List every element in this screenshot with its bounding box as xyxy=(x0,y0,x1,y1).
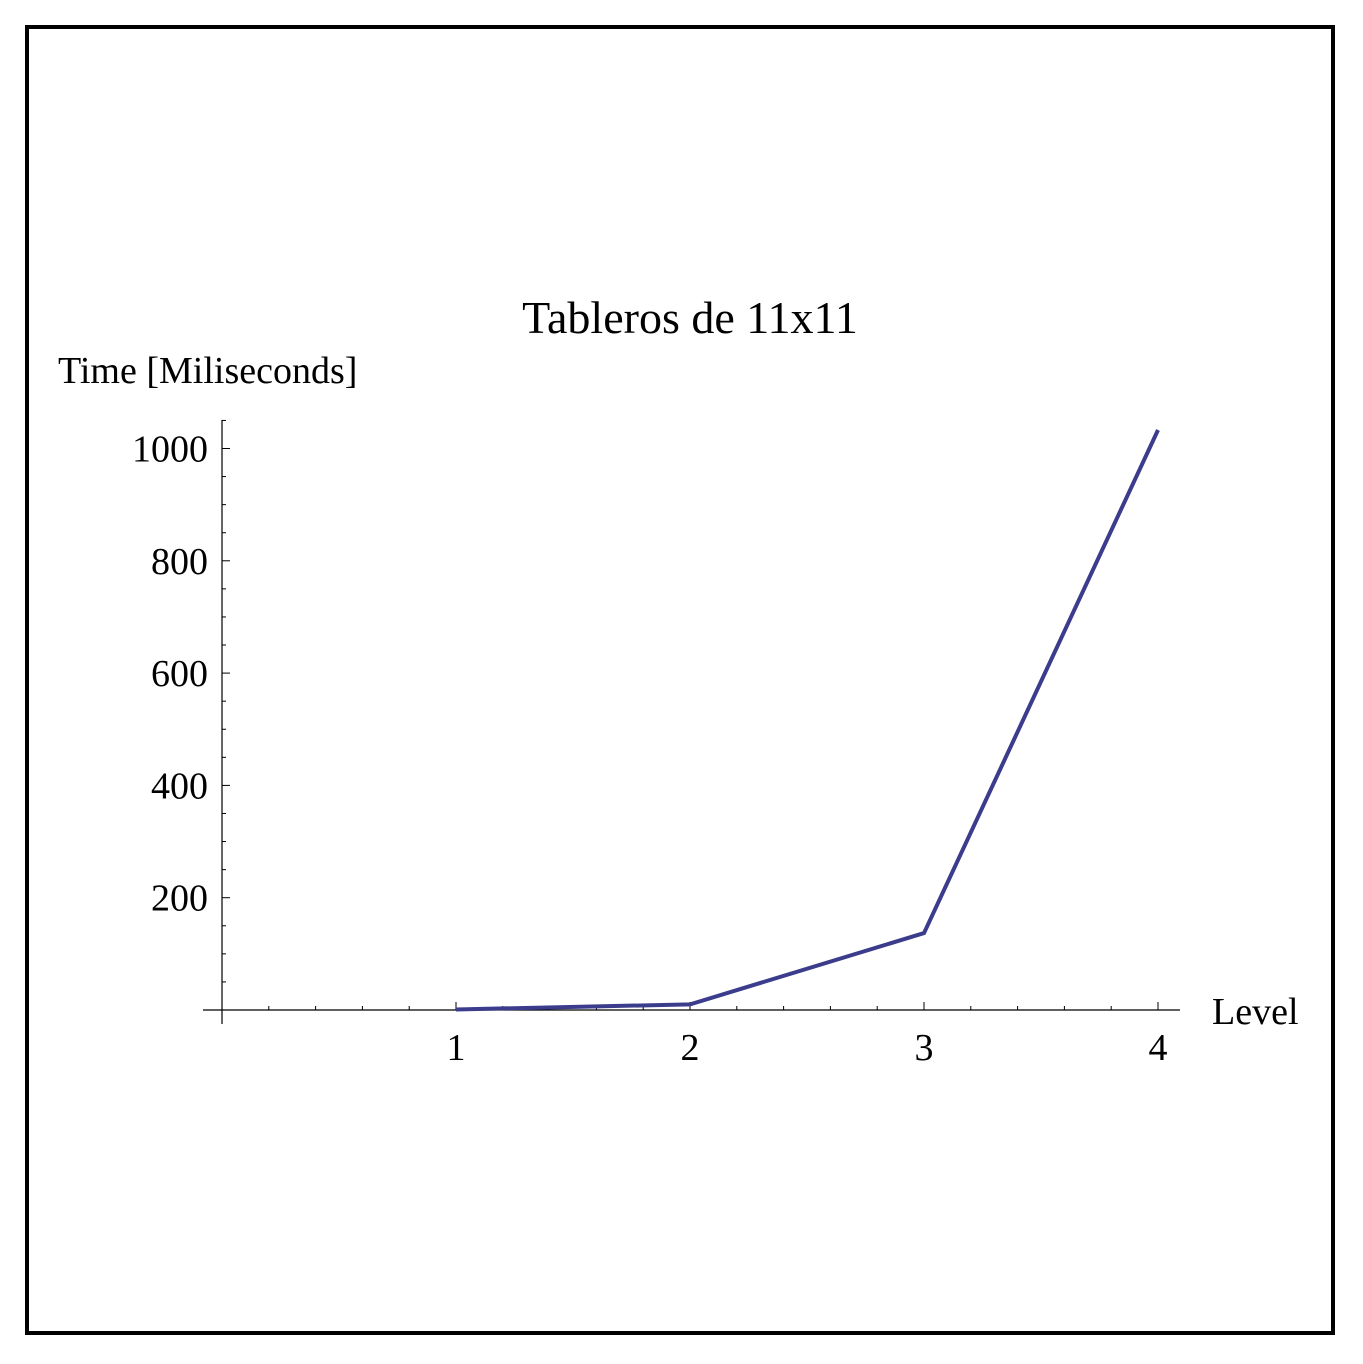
tick-labels: 1 2 3 4 200 400 600 800 1000 xyxy=(132,429,1168,1070)
y-tick-label: 1000 xyxy=(132,429,208,471)
x-tick-label: 2 xyxy=(681,1027,700,1069)
series-line xyxy=(455,429,1160,1012)
chart-title: Tableros de 11x11 xyxy=(522,292,858,343)
series-group xyxy=(455,429,1160,1012)
x-tick-label: 4 xyxy=(1149,1027,1168,1069)
y-tick-label: 600 xyxy=(151,653,208,695)
axes xyxy=(203,420,1180,1024)
x-tick-label: 3 xyxy=(915,1027,934,1069)
y-axis-label: Time [Miliseconds] xyxy=(58,350,357,392)
axis-ticks xyxy=(222,419,1159,1010)
y-tick-label: 800 xyxy=(151,541,208,583)
x-axis-label: Level xyxy=(1212,991,1299,1033)
x-tick-label: 1 xyxy=(447,1027,466,1069)
y-tick-label: 400 xyxy=(151,765,208,807)
chart-frame xyxy=(25,25,1335,1335)
y-tick-label: 200 xyxy=(151,878,208,920)
